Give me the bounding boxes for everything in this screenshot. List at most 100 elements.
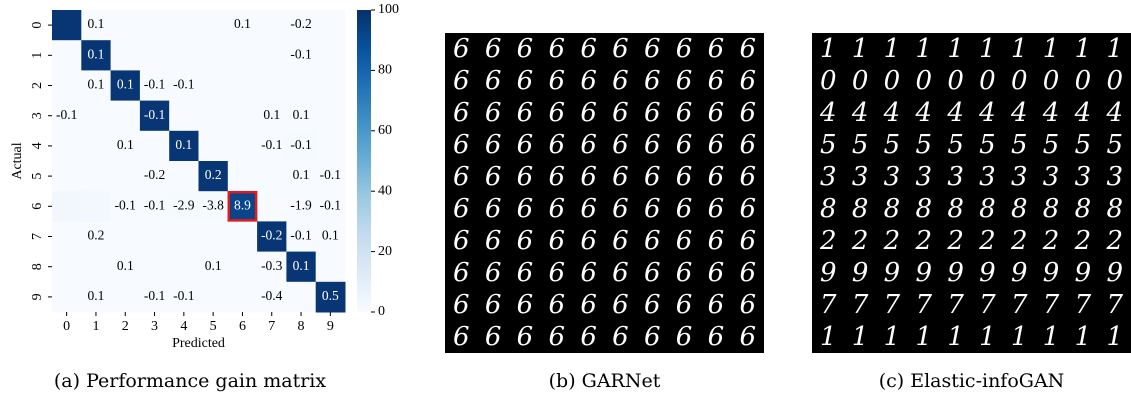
heatmap-cell [52, 281, 82, 313]
y-tick-label: 7 [30, 233, 45, 240]
heatmap-cell [169, 100, 199, 132]
y-tick-label: 0 [30, 22, 45, 29]
heatmap-cell [139, 191, 170, 222]
heatmap-cell [286, 40, 317, 71]
cell-annotation: 0.1 [175, 137, 192, 152]
heatmap-cell [315, 70, 346, 102]
cell-annotation: -0.2 [261, 228, 282, 243]
y-tick-label: 8 [30, 263, 45, 270]
y-tick-label: 2 [30, 82, 45, 89]
heatmap-cell [81, 40, 112, 71]
heatmap-cell [139, 70, 170, 102]
heatmap-cell [257, 161, 287, 192]
heatmap-cell [257, 10, 287, 41]
heatmap-cell [52, 100, 82, 132]
cell-annotation: -0.3 [261, 258, 283, 273]
heatmap-cell [110, 40, 141, 71]
cell-annotation: 0.2 [205, 167, 222, 182]
cell-annotation: 0.1 [88, 16, 105, 31]
heatmap-cell [286, 10, 317, 41]
heatmap-cell [198, 191, 229, 222]
caption: (b) GARNet [549, 370, 661, 392]
colorbar-tick-label: 20 [378, 244, 392, 259]
cell-annotation: -0.1 [320, 167, 341, 182]
heatmap-cell [52, 40, 82, 71]
y-tick-label: 5 [30, 173, 45, 180]
cell-annotation: -0.1 [144, 197, 165, 212]
x-tick-label: 6 [239, 319, 246, 334]
heatmap-cell [81, 10, 112, 41]
heatmap-cell [198, 40, 229, 71]
heatmap-cell [52, 130, 82, 162]
heatmap-cell [315, 191, 346, 222]
heatmap-cell [110, 100, 141, 132]
cell-annotation: 0.1 [117, 258, 134, 273]
heatmap-cell [169, 130, 199, 162]
heatmap-cell [227, 10, 258, 41]
heatmap-cell [198, 10, 229, 41]
y-tick-label: 3 [30, 112, 45, 119]
heatmap-cell [286, 130, 317, 162]
cell-annotation: 0.1 [263, 107, 280, 122]
x-tick-label: 1 [92, 319, 99, 334]
heatmap-cell [110, 10, 141, 41]
cell-annotation: -0.1 [144, 77, 165, 92]
heatmap-cell [198, 100, 229, 132]
x-axis-label: Predicted [172, 336, 225, 351]
heatmap-cell [315, 161, 346, 192]
heatmap-cell [257, 251, 287, 283]
heatmap-cell [81, 281, 112, 313]
heatmap-cell [198, 161, 229, 192]
heatmap-cell [52, 251, 82, 283]
x-tick-label: 9 [327, 319, 334, 334]
y-tick-label: 1 [30, 52, 45, 59]
x-tick-label: 2 [122, 319, 129, 334]
heatmap-cell [110, 191, 141, 222]
colorbar-tick-label: 80 [378, 63, 392, 78]
cell-annotation: -0.1 [173, 77, 194, 92]
heatmap-cell [139, 161, 170, 192]
heatmap-cell [110, 161, 141, 192]
x-tick-label: 8 [298, 319, 305, 334]
heatmap-cell [169, 221, 199, 253]
y-axis-label: Actual [10, 142, 25, 179]
cell-annotation: 0.1 [88, 288, 105, 303]
heatmap-cell [227, 130, 258, 162]
heatmap-cell [169, 70, 199, 102]
heatmap-cell [315, 251, 346, 283]
heatmap-cell [169, 191, 199, 222]
heatmap-cell [227, 191, 258, 222]
heatmap-cell [286, 281, 317, 313]
heatmap-cell [227, 161, 258, 192]
digit-image [812, 33, 1131, 353]
cell-annotation: -0.4 [261, 288, 283, 303]
x-tick-label: 7 [268, 319, 275, 334]
heatmap-cell [227, 251, 258, 283]
heatmap-cell [198, 130, 229, 162]
colorbar-tick-label: 0 [378, 304, 385, 319]
heatmap-cell [169, 10, 199, 41]
y-tick-label: 9 [30, 293, 45, 300]
heatmap-cell [315, 40, 346, 71]
heatmap-cell [52, 221, 82, 253]
heatmap-cell [198, 281, 229, 313]
heatmap-cell [286, 191, 317, 222]
heatmap-cell [257, 191, 287, 222]
cell-annotation: -0.2 [290, 16, 311, 31]
cell-annotation: -2.9 [173, 197, 195, 212]
heatmap-cell [110, 221, 141, 253]
heatmap-cell [81, 161, 112, 192]
heatmap-cell [315, 100, 346, 132]
heatmap-cell [315, 281, 346, 313]
heatmap-cell [257, 100, 287, 132]
heatmap-cell [169, 40, 199, 71]
cell-annotation: 0.1 [322, 228, 339, 243]
cell-annotation: 0.1 [117, 77, 134, 92]
cell-annotation: 0.1 [234, 16, 251, 31]
cell-annotation: -1.9 [290, 197, 312, 212]
cell-annotation: -0.1 [56, 107, 77, 122]
heatmap-cell [257, 130, 287, 162]
heatmap-cell [169, 161, 199, 192]
y-tick-label: 6 [30, 203, 45, 210]
